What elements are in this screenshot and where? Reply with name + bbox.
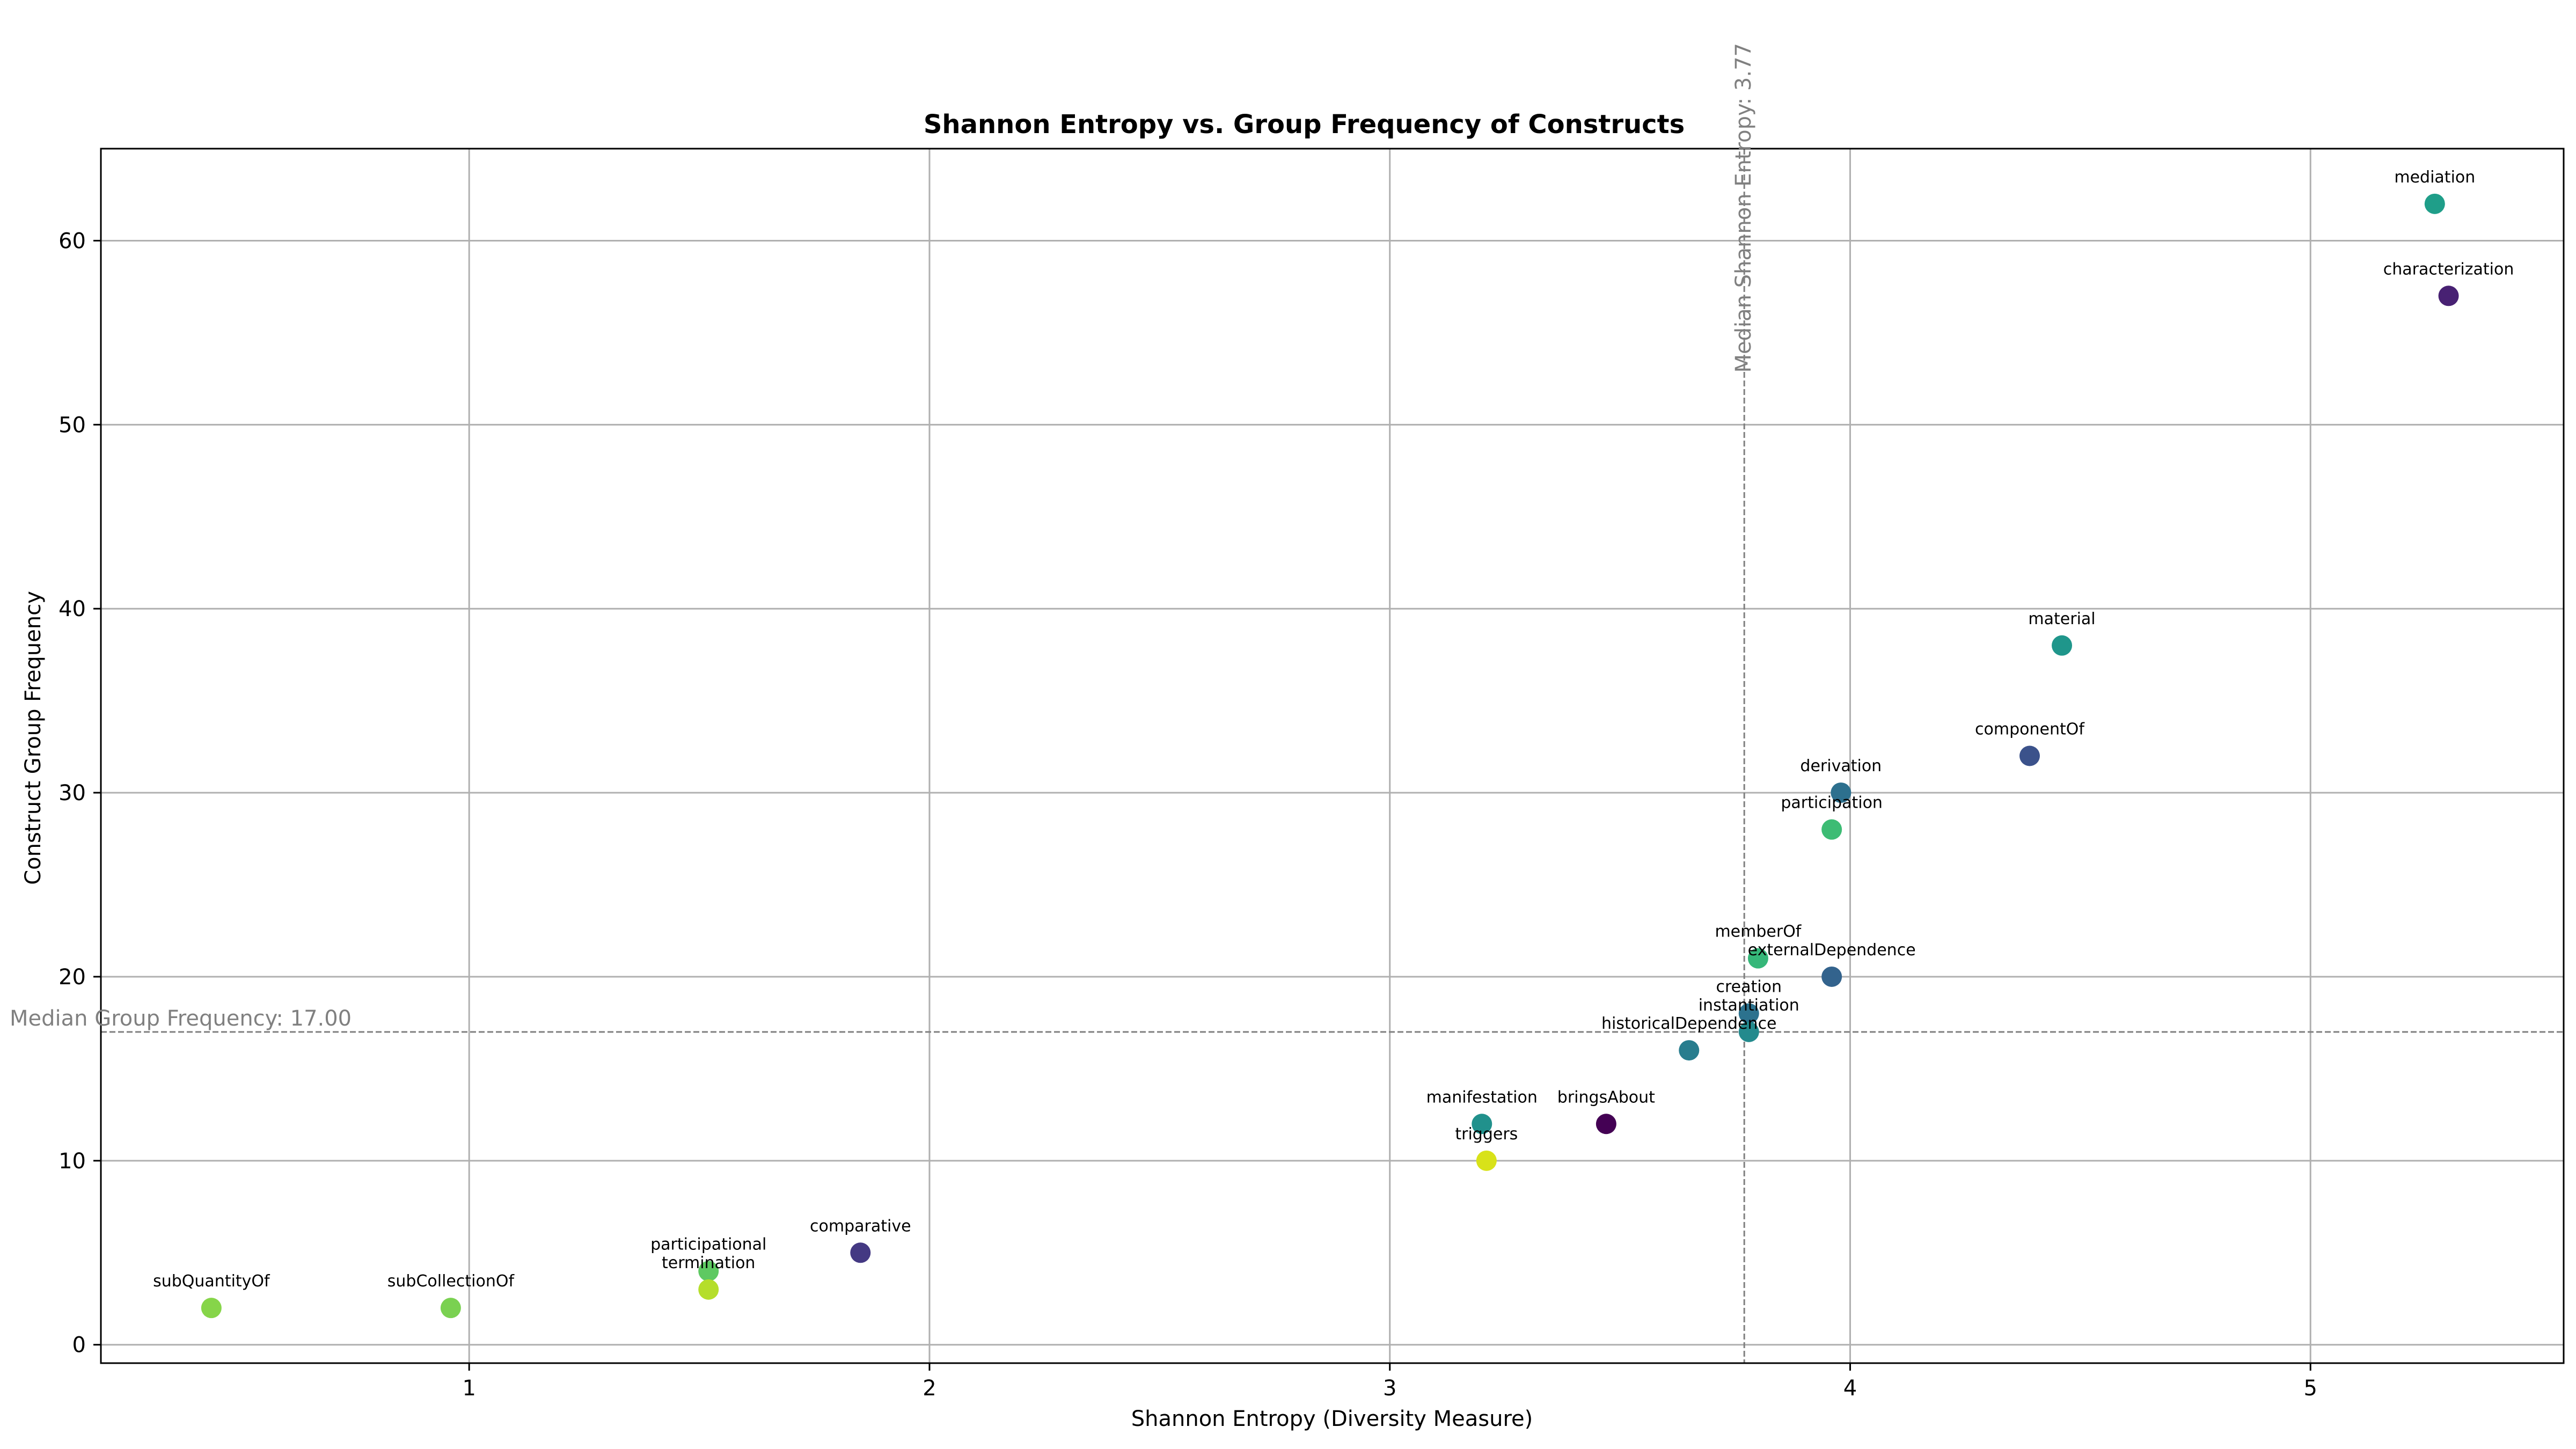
data-point-label: termination xyxy=(662,1254,755,1272)
data-point xyxy=(1476,1151,1497,1171)
y-tick-label: 60 xyxy=(58,229,86,253)
y-axis-label: Construct Group Frequency xyxy=(21,591,46,885)
data-point-label: participational xyxy=(650,1235,766,1254)
x-tick-label: 4 xyxy=(1843,1376,1857,1401)
data-point xyxy=(1596,1114,1616,1134)
data-point-label: characterization xyxy=(2383,260,2514,279)
data-point xyxy=(2425,194,2445,214)
x-tick-label: 3 xyxy=(1383,1376,1396,1401)
data-point-label: material xyxy=(2028,610,2095,628)
y-tick-label: 50 xyxy=(58,413,86,437)
y-tick-label: 20 xyxy=(58,965,86,990)
x-tick-label: 1 xyxy=(462,1376,475,1401)
data-point xyxy=(850,1242,870,1263)
data-point-label: instantiation xyxy=(1699,996,1799,1015)
data-point-label: creation xyxy=(1716,978,1782,997)
median-entropy-label: Median Shannon Entropy: 3.77 xyxy=(1731,43,1756,372)
data-point xyxy=(201,1298,222,1318)
y-tick-label: 10 xyxy=(58,1149,86,1174)
x-tick-label: 5 xyxy=(2304,1376,2317,1401)
y-tick-label: 0 xyxy=(72,1333,86,1358)
data-point-label: triggers xyxy=(1455,1125,1518,1144)
data-point xyxy=(2439,286,2459,306)
data-point-label: componentOf xyxy=(1975,720,2085,739)
data-point-label: subQuantityOf xyxy=(153,1272,270,1291)
data-point-label: bringsAbout xyxy=(1557,1088,1655,1107)
data-point xyxy=(1821,819,1842,840)
data-point-label: memberOf xyxy=(1715,923,1802,941)
data-point-label: mediation xyxy=(2394,168,2475,187)
data-point xyxy=(2052,635,2072,656)
x-axis-label: Shannon Entropy (Diversity Measure) xyxy=(1131,1407,1533,1431)
data-point xyxy=(441,1298,461,1318)
data-point-label: comparative xyxy=(810,1217,911,1235)
y-tick-label: 40 xyxy=(58,597,86,621)
median-frequency-label: Median Group Frequency: 17.00 xyxy=(10,1006,352,1031)
data-point-label: manifestation xyxy=(1426,1088,1538,1107)
data-point-label: historicalDependence xyxy=(1601,1014,1777,1033)
chart-title: Shannon Entropy vs. Group Frequency of C… xyxy=(924,109,1685,140)
data-point xyxy=(698,1279,719,1300)
data-point xyxy=(2019,746,2040,766)
data-point-label: participation xyxy=(1781,794,1883,813)
data-point-label: subCollectionOf xyxy=(387,1272,515,1291)
data-point-label: externalDependence xyxy=(1748,941,1916,960)
data-point-label: derivation xyxy=(1800,757,1882,775)
y-tick-label: 30 xyxy=(58,781,86,806)
data-point xyxy=(1821,967,1842,987)
data-point xyxy=(1679,1040,1699,1060)
x-tick-label: 2 xyxy=(923,1376,936,1401)
